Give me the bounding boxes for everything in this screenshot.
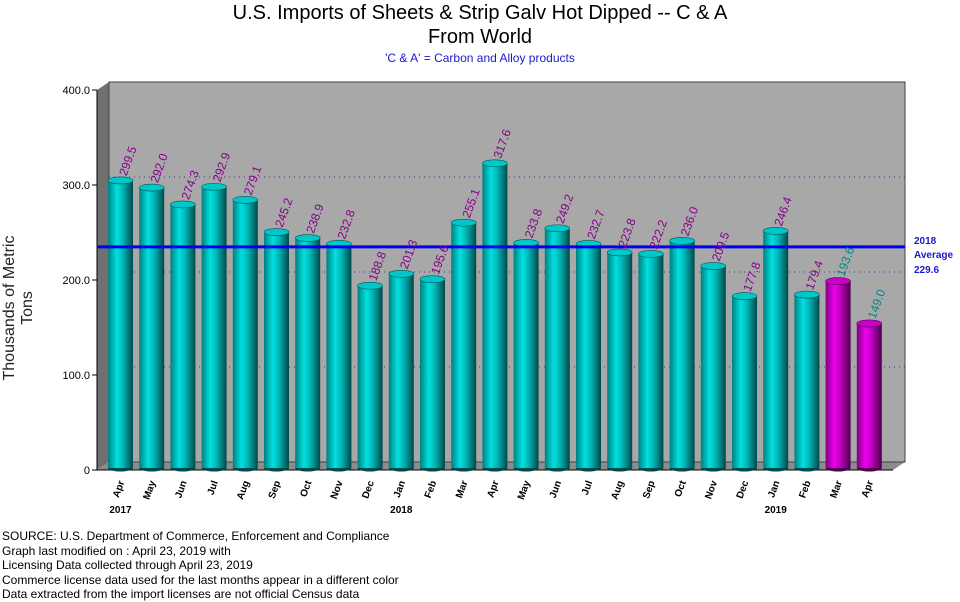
x-tick-label: Apr [485, 479, 501, 499]
x-tick-label: Sep [267, 479, 284, 500]
bar [513, 239, 539, 472]
bar [138, 183, 165, 472]
year-label: 2017 [109, 505, 132, 516]
x-tick-label: Dec [735, 479, 752, 500]
chart-title-line2: From World [427, 26, 533, 48]
x-tick-label: Mar [828, 479, 844, 500]
footer-line: SOURCE: U.S. Department of Commerce, Enf… [2, 529, 390, 543]
x-tick-label: Feb [797, 479, 813, 499]
x-tick-label: Aug [610, 479, 627, 501]
footer-line: Data extracted from the import licenses … [2, 587, 360, 601]
x-tick-label: May [142, 479, 159, 501]
x-tick-label: Aug [235, 479, 252, 501]
x-tick-label: Nov [703, 479, 720, 501]
x-tick-label: Oct [298, 479, 314, 499]
y-tick-label: 400.0 [62, 85, 90, 97]
bar [419, 275, 446, 472]
x-tick-label: Dec [360, 479, 377, 500]
bar [263, 228, 290, 472]
average-label-value: 229.6 [914, 265, 940, 276]
x-tick-label: Oct [673, 479, 689, 499]
source-footer: SOURCE: U.S. Department of Commerce, Enf… [2, 529, 399, 602]
x-tick-label: Nov [329, 479, 346, 501]
bar [856, 319, 883, 472]
x-tick-label: Jan [392, 479, 408, 499]
bar [544, 224, 571, 472]
average-label-title: Average [914, 250, 954, 261]
bar [638, 250, 664, 472]
chart-title: U.S. Imports of Sheets & Strip Galv Hot … [232, 2, 728, 24]
average-label-year: 2018 [914, 236, 937, 247]
bar [170, 200, 196, 472]
bar [388, 269, 415, 472]
bar [232, 196, 259, 472]
bar [731, 292, 758, 472]
year-label: 2019 [765, 505, 788, 516]
bar [700, 262, 727, 472]
bar [794, 290, 820, 472]
bar [669, 237, 695, 472]
x-tick-label: Jun [548, 479, 564, 499]
bar [762, 227, 789, 472]
bar [357, 281, 383, 472]
x-tick-label: Mar [454, 479, 470, 500]
x-tick-label: Jan [766, 479, 782, 499]
bar [482, 159, 508, 472]
plot-side-wall [97, 82, 109, 470]
x-tick-label: Jul [206, 479, 221, 497]
footer-line: Commerce license data used for the last … [2, 572, 399, 587]
bar [575, 240, 602, 472]
bar [606, 248, 633, 472]
year-label: 2018 [390, 505, 413, 516]
x-tick-label: May [516, 479, 533, 501]
y-tick-label: 0 [84, 465, 90, 477]
bar [450, 218, 477, 472]
bar [825, 277, 851, 472]
x-tick-label: Jul [580, 479, 595, 497]
bar [201, 182, 227, 472]
footer-line: Licensing Data collected through April 2… [2, 558, 253, 572]
x-tick-label: Apr [860, 479, 876, 499]
chart-subtitle: 'C & A' = Carbon and Alloy products [385, 51, 575, 65]
y-tick-label: 200.0 [62, 275, 90, 287]
y-tick-label: 300.0 [62, 180, 90, 192]
bar [294, 234, 321, 472]
footer-line: Graph last modified on : April 23, 2019 … [2, 543, 231, 558]
bar [326, 240, 352, 472]
x-tick-label: Sep [641, 479, 658, 500]
x-tick-label: Feb [423, 479, 439, 499]
x-tick-label: Apr [111, 479, 127, 499]
bar [107, 176, 134, 472]
y-tick-label: 100.0 [62, 370, 90, 382]
x-tick-label: Jun [173, 479, 189, 499]
